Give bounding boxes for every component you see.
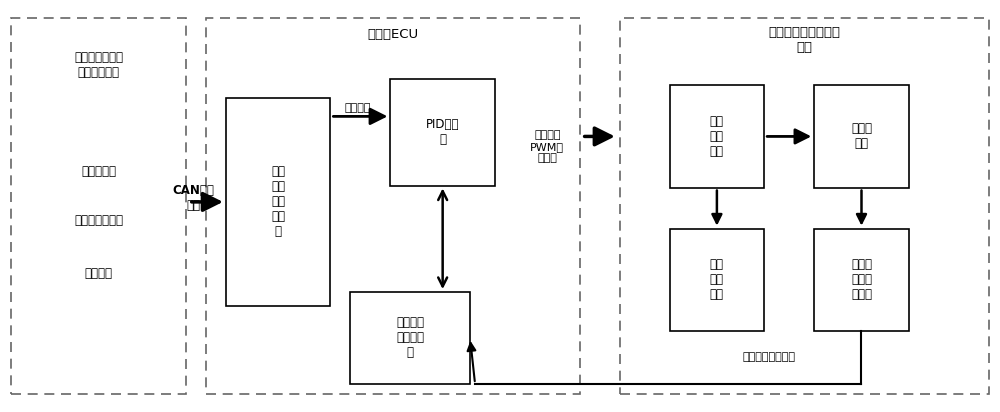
- Text: CAN总线
硬线: CAN总线 硬线: [172, 184, 214, 212]
- Text: 无线信
号传输
模块二: 无线信 号传输 模块二: [851, 258, 872, 301]
- Text: 转速传
感器: 转速传 感器: [851, 122, 872, 150]
- Bar: [814, 229, 909, 331]
- Bar: [11, 18, 186, 394]
- Text: 整车
风扇
标定
数据
库: 整车 风扇 标定 数据 库: [271, 165, 285, 239]
- Text: 电控硅油离合器风扇
总成: 电控硅油离合器风扇 总成: [768, 26, 840, 54]
- Bar: [226, 98, 330, 306]
- Text: 发动机进气温度: 发动机进气温度: [74, 214, 123, 227]
- Text: 无线信号
传输模块
一: 无线信号 传输模块 一: [396, 316, 424, 360]
- Bar: [350, 292, 470, 384]
- Text: 发动机及整车传
感器参数信息: 发动机及整车传 感器参数信息: [74, 51, 123, 79]
- Text: 发动机ECU: 发动机ECU: [367, 28, 418, 41]
- Text: 无线
供电
模块: 无线 供电 模块: [710, 115, 724, 158]
- Bar: [814, 85, 909, 187]
- Text: 离合
器控
制器: 离合 器控 制器: [710, 258, 724, 301]
- Text: 无线发送
PWM控
制信号: 无线发送 PWM控 制信号: [530, 130, 564, 163]
- Text: 空调压力: 空调压力: [85, 267, 113, 280]
- Bar: [670, 229, 764, 331]
- Bar: [206, 18, 580, 394]
- Text: 风扇转速信号反馈: 风扇转速信号反馈: [743, 352, 796, 363]
- Text: 设定转速: 设定转速: [345, 103, 371, 113]
- Bar: [620, 18, 989, 394]
- Bar: [390, 79, 495, 185]
- Text: PID控制
器: PID控制 器: [426, 118, 459, 146]
- Text: 发动机水温: 发动机水温: [81, 165, 116, 178]
- Bar: [670, 85, 764, 187]
